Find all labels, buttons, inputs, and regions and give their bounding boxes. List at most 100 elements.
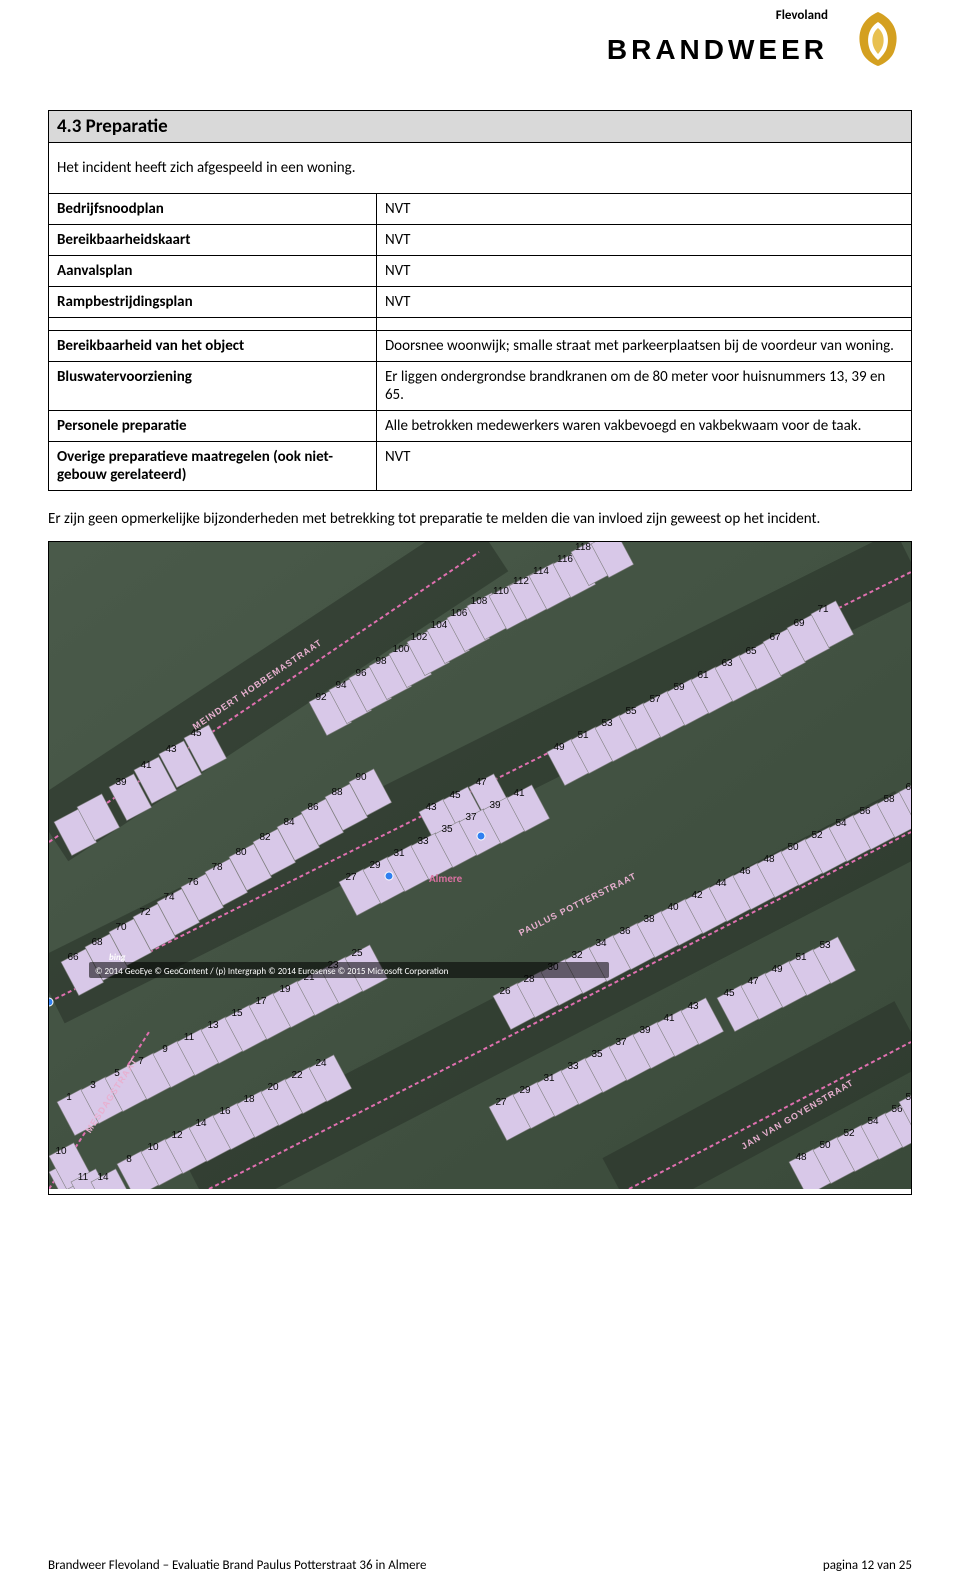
row-label: Personele preparatie xyxy=(49,411,377,442)
svg-text:71: 71 xyxy=(817,604,829,615)
svg-text:31: 31 xyxy=(543,1073,555,1084)
svg-text:44: 44 xyxy=(715,878,727,889)
section-title: 4.3 Preparatie xyxy=(48,110,912,143)
svg-text:17: 17 xyxy=(255,996,267,1007)
svg-text:58: 58 xyxy=(905,1092,911,1103)
region-label: Flevoland xyxy=(776,8,828,23)
svg-text:51: 51 xyxy=(577,730,589,741)
svg-text:39: 39 xyxy=(489,800,501,811)
svg-text:63: 63 xyxy=(721,658,733,669)
svg-text:72: 72 xyxy=(139,907,151,918)
svg-text:10: 10 xyxy=(55,1146,67,1157)
svg-text:31: 31 xyxy=(393,848,405,859)
svg-text:120: 120 xyxy=(595,542,612,545)
svg-text:© 2014 GeoEye © GeoContent / (: © 2014 GeoEye © GeoContent / (p) Intergr… xyxy=(95,966,449,977)
svg-text:39: 39 xyxy=(115,777,127,788)
svg-text:43: 43 xyxy=(165,744,177,755)
svg-text:41: 41 xyxy=(663,1013,675,1024)
svg-text:45: 45 xyxy=(723,988,735,999)
svg-text:33: 33 xyxy=(567,1061,579,1072)
table-row: BedrijfsnoodplanNVT xyxy=(49,194,912,225)
svg-text:32: 32 xyxy=(571,950,583,961)
svg-text:40: 40 xyxy=(667,902,679,913)
svg-text:29: 29 xyxy=(369,860,381,871)
svg-text:20: 20 xyxy=(267,1082,279,1093)
svg-text:34: 34 xyxy=(595,938,607,949)
svg-text:84: 84 xyxy=(283,817,295,828)
svg-text:69: 69 xyxy=(793,618,805,629)
svg-text:66: 66 xyxy=(67,952,79,963)
svg-text:8: 8 xyxy=(126,1154,132,1165)
svg-text:52: 52 xyxy=(811,830,823,841)
svg-text:10: 10 xyxy=(147,1142,159,1153)
svg-text:49: 49 xyxy=(771,964,783,975)
svg-text:59: 59 xyxy=(673,682,685,693)
info-table-2: Bereikbaarheid van het objectDoorsnee wo… xyxy=(48,318,912,491)
table-row: BluswatervoorzieningEr liggen ondergrond… xyxy=(49,362,912,411)
svg-text:Almere: Almere xyxy=(429,872,463,885)
svg-text:55: 55 xyxy=(625,706,637,717)
table-row: BereikbaarheidskaartNVT xyxy=(49,225,912,256)
svg-text:46: 46 xyxy=(739,866,751,877)
svg-text:82: 82 xyxy=(259,832,271,843)
svg-text:74: 74 xyxy=(163,892,175,903)
svg-text:26: 26 xyxy=(499,986,511,997)
row-value: NVT xyxy=(376,225,911,256)
svg-text:51: 51 xyxy=(795,952,807,963)
svg-text:11: 11 xyxy=(184,1032,195,1043)
svg-text:39: 39 xyxy=(639,1025,651,1036)
svg-text:45: 45 xyxy=(449,790,461,801)
svg-text:50: 50 xyxy=(787,842,799,853)
svg-text:76: 76 xyxy=(187,877,199,888)
svg-text:110: 110 xyxy=(493,586,509,597)
table-row: AanvalsplanNVT xyxy=(49,256,912,287)
svg-text:67: 67 xyxy=(769,632,781,643)
notes-paragraph: Er zijn geen opmerkelijke bijzonderheden… xyxy=(48,491,912,541)
row-label: Bereikbaarheid van het object xyxy=(49,331,377,362)
table-row: Overige preparatieve maatregelen (ook ni… xyxy=(49,442,912,491)
svg-text:68: 68 xyxy=(91,937,103,948)
svg-text:37: 37 xyxy=(465,812,477,823)
svg-text:116: 116 xyxy=(557,554,573,565)
svg-text:43: 43 xyxy=(425,802,437,813)
svg-text:43: 43 xyxy=(687,1001,699,1012)
svg-text:106: 106 xyxy=(451,608,468,619)
svg-text:48: 48 xyxy=(763,854,775,865)
table-row: RampbestrijdingsplanNVT xyxy=(49,287,912,318)
page-header: Flevoland BRANDWEER xyxy=(48,0,912,110)
svg-text:80: 80 xyxy=(235,847,247,858)
svg-text:18: 18 xyxy=(243,1094,255,1105)
svg-text:54: 54 xyxy=(867,1116,879,1127)
svg-text:94: 94 xyxy=(335,680,347,691)
svg-text:53: 53 xyxy=(601,718,613,729)
svg-text:12: 12 xyxy=(171,1130,183,1141)
row-value: NVT xyxy=(376,442,911,491)
row-value: NVT xyxy=(376,256,911,287)
svg-text:78: 78 xyxy=(211,862,223,873)
svg-text:35: 35 xyxy=(441,824,453,835)
svg-text:36: 36 xyxy=(619,926,631,937)
row-label: Aanvalsplan xyxy=(49,256,377,287)
svg-text:37: 37 xyxy=(615,1037,627,1048)
svg-text:60: 60 xyxy=(905,782,911,793)
svg-text:57: 57 xyxy=(649,694,661,705)
brandweer-logo-icon xyxy=(848,8,908,68)
svg-text:3: 3 xyxy=(90,1080,96,1091)
svg-text:54: 54 xyxy=(835,818,847,829)
svg-text:25: 25 xyxy=(351,948,363,959)
svg-text:9: 9 xyxy=(162,1044,168,1055)
svg-text:112: 112 xyxy=(513,576,529,587)
svg-text:14: 14 xyxy=(195,1118,207,1129)
svg-text:27: 27 xyxy=(495,1097,507,1108)
svg-text:86: 86 xyxy=(307,802,319,813)
row-label: Bereikbaarheidskaart xyxy=(49,225,377,256)
svg-text:41: 41 xyxy=(513,788,525,799)
svg-text:14: 14 xyxy=(97,1172,109,1183)
svg-text:53: 53 xyxy=(819,940,831,951)
svg-text:11: 11 xyxy=(78,1172,89,1183)
svg-text:29: 29 xyxy=(519,1085,531,1096)
svg-text:104: 104 xyxy=(431,620,448,631)
row-label: Bedrijfsnoodplan xyxy=(49,194,377,225)
info-table-1: BedrijfsnoodplanNVTBereikbaarheidskaartN… xyxy=(48,194,912,318)
svg-text:38: 38 xyxy=(643,914,655,925)
